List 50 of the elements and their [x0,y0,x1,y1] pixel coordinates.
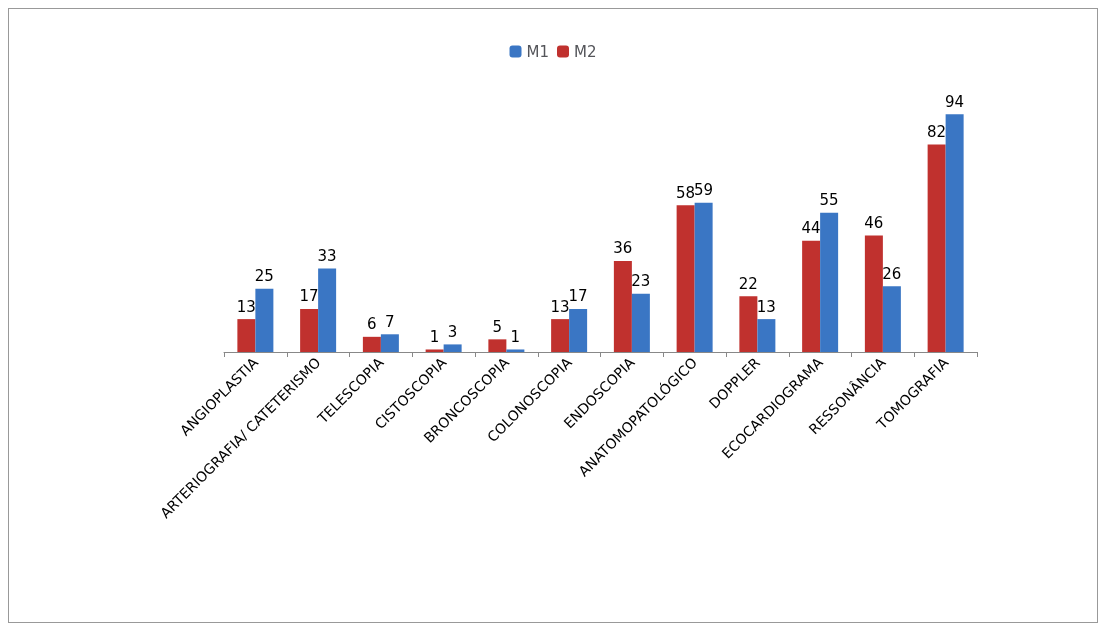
bar [488,339,507,352]
bar [820,212,839,352]
bar [802,240,821,352]
bar [255,288,274,352]
bar [318,268,337,352]
bar [569,308,588,352]
data-label: 82 [927,123,947,142]
data-label: 13 [756,297,776,316]
bar [676,205,695,352]
data-label: 17 [568,287,588,306]
data-label: 13 [236,297,256,316]
bar [864,235,883,352]
bar [506,349,525,352]
bar [757,319,776,352]
data-label: 23 [631,272,651,291]
data-label: 33 [317,247,337,266]
bar [443,344,462,352]
data-label: 25 [254,267,274,286]
data-label: 26 [882,264,902,283]
data-label: 1 [510,327,521,346]
bar [739,296,758,352]
bar [237,319,256,352]
data-label: 6 [367,315,377,334]
data-label: 5 [492,317,503,336]
data-label: 55 [819,191,839,210]
data-label: 59 [694,181,714,200]
legend-label: M2 [574,42,597,61]
bar [425,349,444,352]
bar [300,308,319,352]
data-label: 22 [738,274,758,293]
data-label: 58 [676,183,696,202]
bar [631,293,650,352]
data-label: 17 [299,287,319,306]
data-label: 44 [801,219,821,238]
bar [613,260,632,352]
data-label: 13 [550,297,570,316]
data-label: 1 [429,327,440,346]
bar [380,334,399,352]
bar [694,202,713,352]
bar [882,286,901,352]
data-label: 3 [447,322,458,341]
data-label: 36 [613,239,633,258]
bar [551,319,570,352]
bar [945,114,964,352]
legend-label: M1 [526,42,550,61]
data-label: 46 [864,214,884,233]
data-label: 94 [945,92,965,111]
bar [362,336,381,352]
bar [927,144,946,352]
data-label: 7 [385,312,395,331]
